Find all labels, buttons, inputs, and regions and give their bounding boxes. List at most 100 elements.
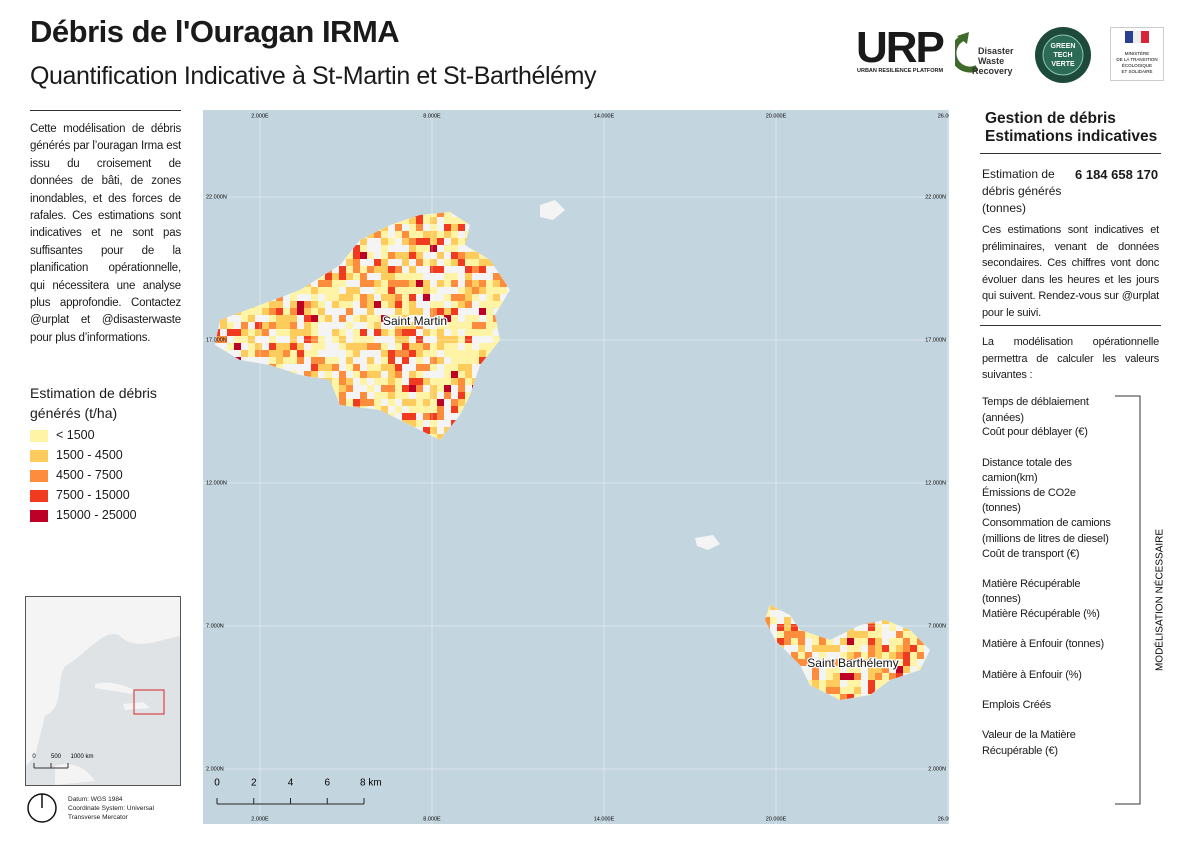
debris-cell: [353, 364, 360, 371]
debris-cell: [353, 266, 360, 273]
debris-cell: [479, 252, 486, 259]
debris-cell: [889, 645, 896, 652]
debris-cell: [283, 315, 290, 322]
debris-cell: [875, 645, 882, 652]
debris-cell: [388, 294, 395, 301]
debris-cell: [290, 315, 297, 322]
debris-cell: [290, 343, 297, 350]
debris-cell: [346, 301, 353, 308]
debris-cell: [409, 406, 416, 413]
debris-cell: [451, 364, 458, 371]
debris-cell: [479, 287, 486, 294]
debris-cell: [451, 336, 458, 343]
debris-cell: [458, 322, 465, 329]
x-coord-label: 14.000E: [594, 816, 615, 822]
debris-cell: [262, 301, 269, 308]
debris-cell: [360, 294, 367, 301]
debris-cell: [812, 680, 819, 687]
debris-cell: [360, 266, 367, 273]
debris-cell: [311, 308, 318, 315]
debris-cell: [486, 287, 493, 294]
debris-cell: [812, 645, 819, 652]
debris-cell: [833, 680, 840, 687]
debris-cell: [423, 259, 430, 266]
debris-cell: [458, 224, 465, 231]
debris-cell: [395, 294, 402, 301]
debris-cell: [875, 680, 882, 687]
debris-cell: [346, 308, 353, 315]
datum-line: Datum: WGS 1984: [68, 796, 123, 803]
debris-cell: [903, 659, 910, 666]
debris-cell: [353, 336, 360, 343]
debris-cell: [458, 217, 465, 224]
debris-cell: [765, 617, 770, 624]
debris-cell: [826, 680, 833, 687]
debris-cell: [437, 399, 444, 406]
debris-cell: [402, 336, 409, 343]
debris-cell: [896, 673, 903, 680]
debris-cell: [847, 652, 854, 659]
debris-cell: [248, 343, 255, 350]
model-item: Matière à Enfouir (%): [982, 668, 1082, 681]
debris-cell: [444, 343, 451, 350]
debris-cell: [346, 259, 353, 266]
debris-cell: [409, 399, 416, 406]
debris-cell: [381, 294, 388, 301]
ministry-text: DE LA TRANSITION: [1116, 57, 1157, 62]
debris-cell: [882, 666, 889, 673]
debris-cell: [493, 336, 500, 343]
debris-cell: [882, 652, 889, 659]
debris-cell: [430, 399, 437, 406]
urp-caption: URBAN RESILIENCE PLATFORM: [857, 68, 944, 74]
debris-cell: [241, 315, 248, 322]
debris-cell: [332, 287, 339, 294]
debris-cell: [770, 617, 777, 624]
debris-cell: [798, 631, 805, 638]
debris-cell: [297, 343, 304, 350]
dwr-text: Recovery: [972, 66, 1013, 76]
debris-cell: [444, 308, 451, 315]
debris-cell: [430, 427, 437, 434]
debris-cell: [437, 212, 444, 217]
debris-cell: [416, 217, 423, 224]
debris-cell: [479, 343, 486, 350]
debris-cell: [262, 350, 269, 357]
debris-cell: [255, 343, 262, 350]
debris-cell: [826, 687, 833, 694]
debris-cell: [367, 315, 374, 322]
debris-cell: [220, 336, 227, 343]
debris-cell: [276, 322, 283, 329]
debris-cell: [360, 238, 367, 245]
debris-cell: [227, 322, 234, 329]
panel-title: Gestion de débris Estimations indicative…: [985, 110, 1157, 146]
debris-cell: [220, 322, 227, 329]
debris-cell: [430, 287, 437, 294]
debris-cell: [833, 673, 840, 680]
debris-cell: [444, 322, 451, 329]
debris-cell: [472, 259, 479, 266]
legend-swatch: [30, 470, 48, 482]
debris-cell: [451, 315, 458, 322]
debris-cell: [311, 336, 318, 343]
bracket-line: [1115, 395, 1141, 805]
debris-cell: [430, 315, 437, 322]
debris-cell: [332, 364, 339, 371]
debris-cell: [395, 308, 402, 315]
debris-cell: [451, 406, 458, 413]
debris-cell: [416, 420, 423, 427]
debris-cell: [882, 617, 889, 624]
debris-cell: [262, 329, 269, 336]
debris-cell: [479, 329, 486, 336]
debris-cell: [381, 266, 388, 273]
debris-cell: [798, 638, 805, 645]
debris-cell: [777, 638, 784, 645]
debris-cell: [861, 659, 868, 666]
debris-cell: [451, 399, 458, 406]
debris-cell: [311, 329, 318, 336]
debris-cell: [402, 413, 409, 420]
debris-cell: [381, 315, 388, 322]
note: Ces estimations sont indicatives et prél…: [982, 224, 1159, 319]
debris-cell: [444, 245, 451, 252]
debris-cell: [430, 231, 437, 238]
debris-cell: [416, 343, 423, 350]
